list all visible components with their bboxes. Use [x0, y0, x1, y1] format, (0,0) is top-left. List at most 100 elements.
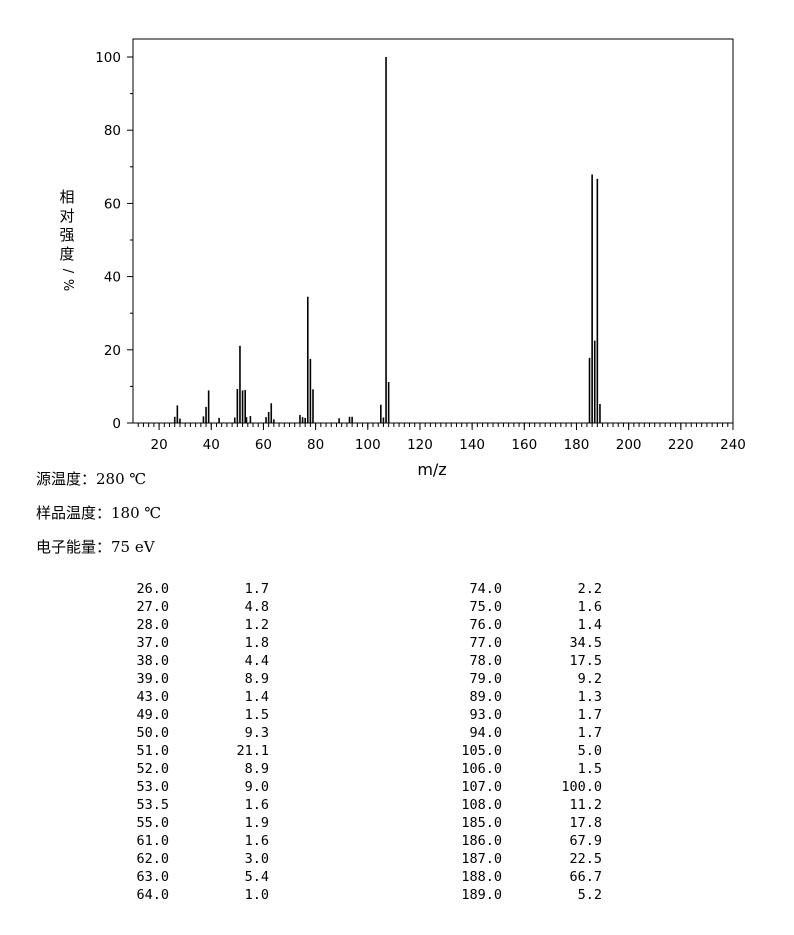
peak-mz: 39.0	[136, 671, 169, 687]
peak-mz: 27.0	[136, 599, 169, 615]
peak-intensity: 1.6	[244, 833, 269, 849]
peak-intensity: 34.5	[569, 635, 602, 651]
peak-mz: 28.0	[136, 617, 169, 633]
peak-mz: 43.0	[136, 689, 169, 705]
peak-mz: 185.0	[461, 815, 502, 831]
peak-mz: 75.0	[469, 599, 502, 615]
peak-mz: 53.0	[136, 779, 169, 795]
peak-mz: 89.0	[469, 689, 502, 705]
y-axis-ticks: 0 20 40 60 80 100	[95, 50, 133, 432]
peak-intensity: 4.4	[244, 653, 269, 669]
peak-mz: 38.0	[136, 653, 169, 669]
peak-intensity: 1.6	[244, 797, 269, 813]
y-tick-label: 80	[104, 123, 121, 139]
x-tick-label: 120	[407, 437, 433, 453]
peak-intensity: 1.9	[244, 815, 269, 831]
plot-frame	[132, 38, 734, 424]
peak-intensity: 11.2	[569, 797, 602, 813]
peak-intensity: 100.0	[561, 779, 602, 795]
peak-intensity: 1.0	[244, 887, 269, 903]
peak-intensity: 1.5	[244, 707, 269, 723]
peak-mz: 62.0	[136, 851, 169, 867]
peak-mz: 93.0	[469, 707, 502, 723]
mass-spectrum-chart: 20 40 60 80 100 120 140 160 180 200 220 240 0 20 40 60…	[95, 38, 746, 479]
peak-intensity: 66.7	[569, 869, 602, 885]
peak-mz: 105.0	[461, 743, 502, 759]
x-tick-label: 160	[511, 437, 537, 453]
x-axis-label: m/z	[417, 460, 446, 479]
peak-mz: 37.0	[136, 635, 169, 651]
peak-intensity: 17.5	[569, 653, 602, 669]
peak-intensity: 9.0	[244, 779, 269, 795]
y-axis-label-char: 强	[59, 226, 75, 244]
peak-mz: 94.0	[469, 725, 502, 741]
x-axis-ticks: 20 40 60 80 100 120 140 160 180 200 220 240	[137, 423, 746, 453]
y-axis-label-char: %	[60, 278, 75, 292]
peak-mz: 55.0	[136, 815, 169, 831]
peak-intensity: 1.8	[244, 635, 269, 651]
peak-intensity: 5.0	[577, 743, 602, 759]
peak-intensity: 9.3	[244, 725, 269, 741]
peak-intensity: 1.2	[244, 617, 269, 633]
x-tick-label: 100	[355, 437, 381, 453]
peak-mz: 50.0	[136, 725, 169, 741]
x-tick-label: 40	[203, 437, 220, 453]
peak-intensity: 1.4	[244, 689, 269, 705]
y-tick-label: 0	[112, 416, 121, 432]
peak-mz: 189.0	[461, 887, 502, 903]
peak-intensity: 5.4	[244, 869, 269, 885]
peak-intensity: 1.7	[244, 581, 269, 597]
source-temperature: 源温度：280 ℃	[36, 470, 147, 488]
peak-mz: 106.0	[461, 761, 502, 777]
y-tick-label: 60	[104, 196, 121, 212]
peak-intensity: 5.2	[577, 887, 602, 903]
peak-bars	[173, 57, 601, 423]
peak-mz: 187.0	[461, 851, 502, 867]
peak-intensity: 1.6	[577, 599, 602, 615]
peak-mz: 186.0	[461, 833, 502, 849]
peak-mz: 77.0	[469, 635, 502, 651]
peak-mz: 108.0	[461, 797, 502, 813]
peak-mz: 64.0	[136, 887, 169, 903]
peak-mz: 53.5	[136, 797, 169, 813]
x-tick-label: 20	[150, 437, 167, 453]
y-axis-label: 相对强度 /%	[52, 188, 82, 292]
peak-mz: 76.0	[469, 617, 502, 633]
peak-mz: 107.0	[461, 779, 502, 795]
peak-intensity: 2.2	[577, 581, 602, 597]
peak-intensity: 1.3	[577, 689, 602, 705]
peak-intensity: 3.0	[244, 851, 269, 867]
peak-mz: 49.0	[136, 707, 169, 723]
peak-intensity: 1.4	[577, 617, 602, 633]
y-tick-label: 40	[104, 270, 121, 286]
peak-intensity: 9.2	[577, 671, 602, 687]
y-tick-label: 100	[95, 50, 121, 66]
peak-intensity: 4.8	[244, 599, 269, 615]
peak-intensity: 67.9	[569, 833, 602, 849]
y-axis-label-char: 对	[59, 207, 75, 225]
peak-mz: 79.0	[469, 671, 502, 687]
y-axis-label-char: 相	[59, 188, 75, 206]
peak-mz: 63.0	[136, 869, 169, 885]
peak-intensity: 8.9	[244, 671, 269, 687]
x-tick-label: 220	[668, 437, 694, 453]
x-tick-label: 140	[459, 437, 485, 453]
peak-intensity: 21.1	[236, 743, 269, 759]
peak-mz: 51.0	[136, 743, 169, 759]
peak-mz: 74.0	[469, 581, 502, 597]
peak-mz: 78.0	[469, 653, 502, 669]
x-tick-label: 240	[720, 437, 746, 453]
x-tick-label: 180	[564, 437, 590, 453]
peak-intensity: 1.5	[577, 761, 602, 777]
electron-energy: 电子能量：75 eV	[36, 538, 155, 556]
peak-intensity: 1.7	[577, 707, 602, 723]
peak-mz: 188.0	[461, 869, 502, 885]
peak-mz: 61.0	[136, 833, 169, 849]
y-tick-label: 20	[104, 343, 121, 359]
peak-intensity: 22.5	[569, 851, 602, 867]
peak-intensity: 17.8	[569, 815, 602, 831]
peak-intensity: 1.7	[577, 725, 602, 741]
x-tick-label: 80	[307, 437, 324, 453]
peak-mz: 52.0	[136, 761, 169, 777]
x-tick-label: 200	[616, 437, 642, 453]
